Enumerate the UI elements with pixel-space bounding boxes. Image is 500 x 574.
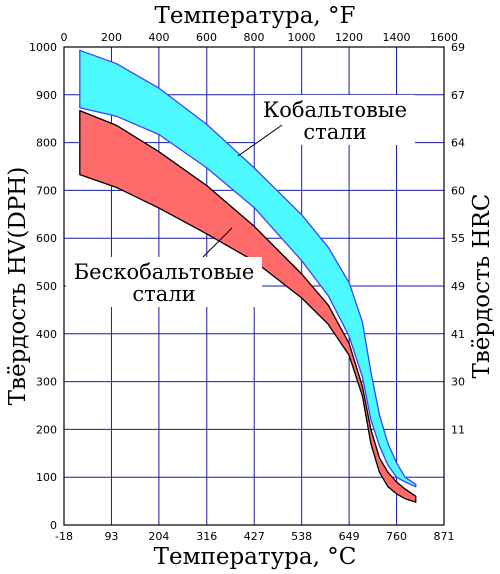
x-tick-label: 649 (339, 530, 360, 543)
x2-tick-label: 1400 (383, 31, 411, 44)
x2-tick-label: 800 (244, 31, 265, 44)
y2-tick-label: 64 (451, 137, 465, 150)
x-tick-label: 538 (291, 530, 312, 543)
y-tick-label: 1000 (29, 41, 57, 54)
y2-tick-label: 30 (451, 376, 465, 389)
x-tick-label: 427 (244, 530, 265, 543)
y-tick-label: 300 (36, 376, 57, 389)
y-tick-label: 500 (36, 280, 57, 293)
annotation-background (255, 95, 415, 145)
x2-tick-label: 0 (61, 31, 68, 44)
x-tick-label: 760 (386, 530, 407, 543)
y2-axis-title: Твёрдость HRC (469, 193, 495, 378)
x2-tick-label: 400 (149, 31, 170, 44)
y-tick-label: 0 (50, 519, 57, 532)
annotation-cobalt-free-steel: Бескобальтовые (74, 260, 255, 284)
y2-tick-label: 60 (451, 184, 465, 197)
annotation-cobalt-steel: стали (303, 120, 366, 144)
y2-tick-label: 41 (451, 328, 465, 341)
x2-tick-label: 1600 (430, 31, 458, 44)
x2-axis-title: Температура, °F (155, 3, 356, 29)
cobalt-steel-band (79, 49, 417, 488)
annotation-cobalt-steel: Кобальтовые (263, 98, 407, 122)
y-axis-title: Твёрдость HV(DPH) (5, 167, 31, 406)
annotation-background (66, 257, 262, 307)
x-tick-label: 93 (104, 530, 118, 543)
y-tick-label: 600 (36, 232, 57, 245)
annotation-cobalt-free-steel: стали (132, 282, 195, 306)
y-tick-label: 400 (36, 328, 57, 341)
y-tick-label: 700 (36, 184, 57, 197)
y-tick-label: 800 (36, 137, 57, 150)
y2-tick-label: 69 (451, 41, 465, 54)
y-tick-label: 100 (36, 471, 57, 484)
x-tick-label: 316 (196, 530, 217, 543)
y2-tick-label: 67 (451, 89, 465, 102)
y-tick-label: 900 (36, 89, 57, 102)
annotation-leader-line (202, 227, 233, 258)
x-tick-label: -18 (55, 530, 73, 543)
x-tick-label: 871 (434, 530, 455, 543)
y2-tick-label: 11 (451, 423, 465, 436)
x-tick-label: 204 (148, 530, 169, 543)
annotation-leader-line (237, 124, 283, 157)
x2-tick-label: 1000 (288, 31, 316, 44)
x-axis-title: Температура, °C (154, 544, 357, 570)
plot-frame (63, 46, 445, 526)
x2-tick-label: 600 (196, 31, 217, 44)
y-tick-label: 200 (36, 423, 57, 436)
y2-tick-label: 49 (451, 280, 465, 293)
x2-tick-label: 1200 (335, 31, 363, 44)
y2-tick-label: 55 (451, 232, 465, 245)
x2-tick-label: 200 (101, 31, 122, 44)
